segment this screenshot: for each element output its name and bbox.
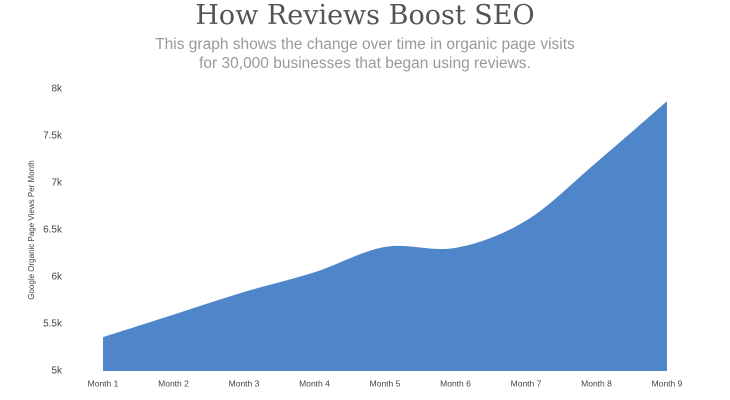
x-tick-label: Month 8: [581, 378, 612, 388]
y-tick-label: 5.5k: [43, 319, 63, 330]
y-axis-label: Google Organic Page Views Per Month: [27, 160, 36, 299]
x-tick-label: Month 9: [652, 378, 683, 388]
y-tick-label: 8k: [51, 84, 63, 95]
x-tick-label: Month 5: [370, 378, 401, 388]
x-tick-label: Month 1: [88, 378, 119, 388]
y-tick-label: 5k: [51, 366, 63, 377]
x-tick-label: Month 6: [440, 378, 471, 388]
y-tick-label: 7.5k: [43, 131, 63, 142]
area: [103, 101, 667, 371]
x-tick-label: Month 7: [511, 378, 542, 388]
x-tick-label: Month 4: [299, 378, 330, 388]
x-tick-label: Month 3: [229, 378, 260, 388]
y-tick-label: 6k: [51, 272, 63, 283]
y-tick-label: 6.5k: [43, 225, 63, 236]
chart-subtitle: This graph shows the change over time in…: [155, 36, 575, 72]
chart-title: How Reviews Boost SEO: [195, 0, 535, 31]
y-tick-label: 7k: [51, 178, 63, 189]
x-tick-label: Month 2: [158, 378, 189, 388]
